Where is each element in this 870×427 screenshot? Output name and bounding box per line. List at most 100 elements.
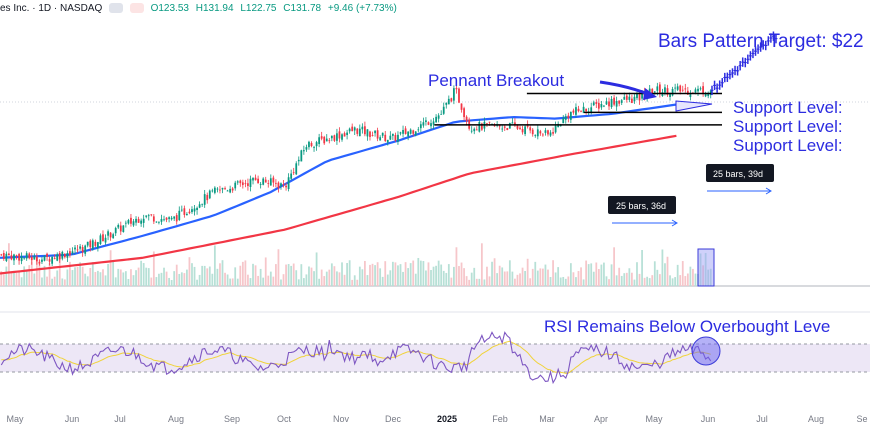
volume-bar <box>432 266 435 286</box>
candle-body <box>135 218 137 223</box>
bars-tag-1: 25 bars, 36d <box>608 196 676 214</box>
candle-body <box>208 190 211 199</box>
volume-bar <box>269 271 272 286</box>
volume-bar <box>33 273 36 286</box>
candle-body <box>8 253 10 255</box>
volume-bar <box>295 270 298 286</box>
volume-bar <box>285 264 287 286</box>
candle-body <box>371 135 374 136</box>
candle-body <box>554 125 557 133</box>
volume-bar <box>450 277 453 286</box>
volume-bar <box>404 262 407 286</box>
candle-body <box>412 130 415 134</box>
volume-bar <box>140 260 143 286</box>
candle-body <box>539 131 542 134</box>
volume-bar <box>661 249 664 286</box>
rsi-band <box>0 344 870 372</box>
candle-body <box>254 177 257 181</box>
volume-bar <box>328 269 331 286</box>
volume-bar <box>74 267 76 286</box>
candle-body <box>511 122 514 124</box>
candle-body <box>488 121 491 123</box>
candle-body <box>361 126 364 130</box>
volume-bar <box>8 243 10 286</box>
volume-bar <box>547 269 549 286</box>
candle-body <box>478 121 481 132</box>
candle-body <box>272 177 275 183</box>
volume-bar <box>348 260 351 286</box>
volume-bar <box>300 264 303 286</box>
volume-bar <box>180 272 183 286</box>
volume-bar <box>76 266 79 286</box>
volume-bar <box>608 279 610 286</box>
volume-bar <box>112 261 115 286</box>
candle-body <box>638 94 641 101</box>
candle-body <box>114 228 117 234</box>
volume-bar <box>554 272 557 286</box>
volume-bar <box>379 268 382 286</box>
candle-body <box>282 184 285 185</box>
volume-bar <box>603 262 605 286</box>
support-annotation-1: Support Level: <box>733 98 843 117</box>
eye-icon[interactable] <box>109 3 124 14</box>
wave-icon[interactable] <box>129 3 144 14</box>
volume-bar <box>681 261 684 286</box>
ma50-path <box>0 103 677 259</box>
candle-body <box>302 150 305 152</box>
candle-body <box>79 246 81 249</box>
axis-label-sep: Sep <box>224 414 240 424</box>
volume-bar <box>338 272 341 286</box>
candle-body <box>559 125 562 127</box>
symbol-title[interactable]: es Inc. · 1D · NASDAQ <box>0 3 103 14</box>
candle-body <box>196 207 198 211</box>
candle-body <box>460 103 463 110</box>
candle-body <box>414 131 417 136</box>
candle-body <box>674 87 677 89</box>
candle-body <box>402 129 404 134</box>
candle-body <box>356 128 359 134</box>
volume-bar <box>61 278 64 286</box>
candle-body <box>297 159 300 162</box>
candle-body <box>28 253 31 259</box>
candle-body <box>564 116 567 120</box>
volume-bar <box>198 274 201 286</box>
candle-body <box>364 126 366 135</box>
candle-body <box>46 253 48 257</box>
candle-body <box>74 247 76 250</box>
candle-body <box>142 218 145 223</box>
candle-body <box>328 140 331 142</box>
volume-bar <box>567 276 570 286</box>
volume-bar <box>412 260 415 286</box>
candle-body <box>620 100 623 103</box>
volume-bar <box>71 270 74 286</box>
volume-bar <box>658 274 661 286</box>
candle-body <box>305 147 308 150</box>
candle-body <box>249 178 252 188</box>
candle-body <box>389 135 392 140</box>
volume-bar <box>414 273 417 286</box>
candle-body <box>399 132 402 134</box>
volume-bar <box>69 261 71 286</box>
volume-bar <box>631 272 633 286</box>
volume-bar <box>221 260 224 286</box>
candle-body <box>379 137 382 141</box>
candle-body <box>236 181 239 183</box>
volume-bar <box>595 262 598 286</box>
candle-body <box>493 125 496 127</box>
candle-body <box>137 218 140 223</box>
candle-body <box>99 235 102 244</box>
candle-body <box>150 214 153 216</box>
candle-body <box>23 257 26 259</box>
volume-bar <box>38 260 41 286</box>
volume-bar <box>58 255 61 286</box>
candle-body <box>636 93 638 99</box>
volume-bar <box>259 268 262 286</box>
volume-bar <box>297 279 300 286</box>
time-axis[interactable]: May Jun Jul Aug Sep Oct Nov Dec 2025 Feb Mar Apr May… <box>6 414 867 424</box>
candle-body <box>707 93 710 97</box>
candle-body <box>582 106 585 113</box>
volume-highlight <box>697 248 715 287</box>
candle-body <box>213 187 216 193</box>
candle-body <box>580 111 582 113</box>
